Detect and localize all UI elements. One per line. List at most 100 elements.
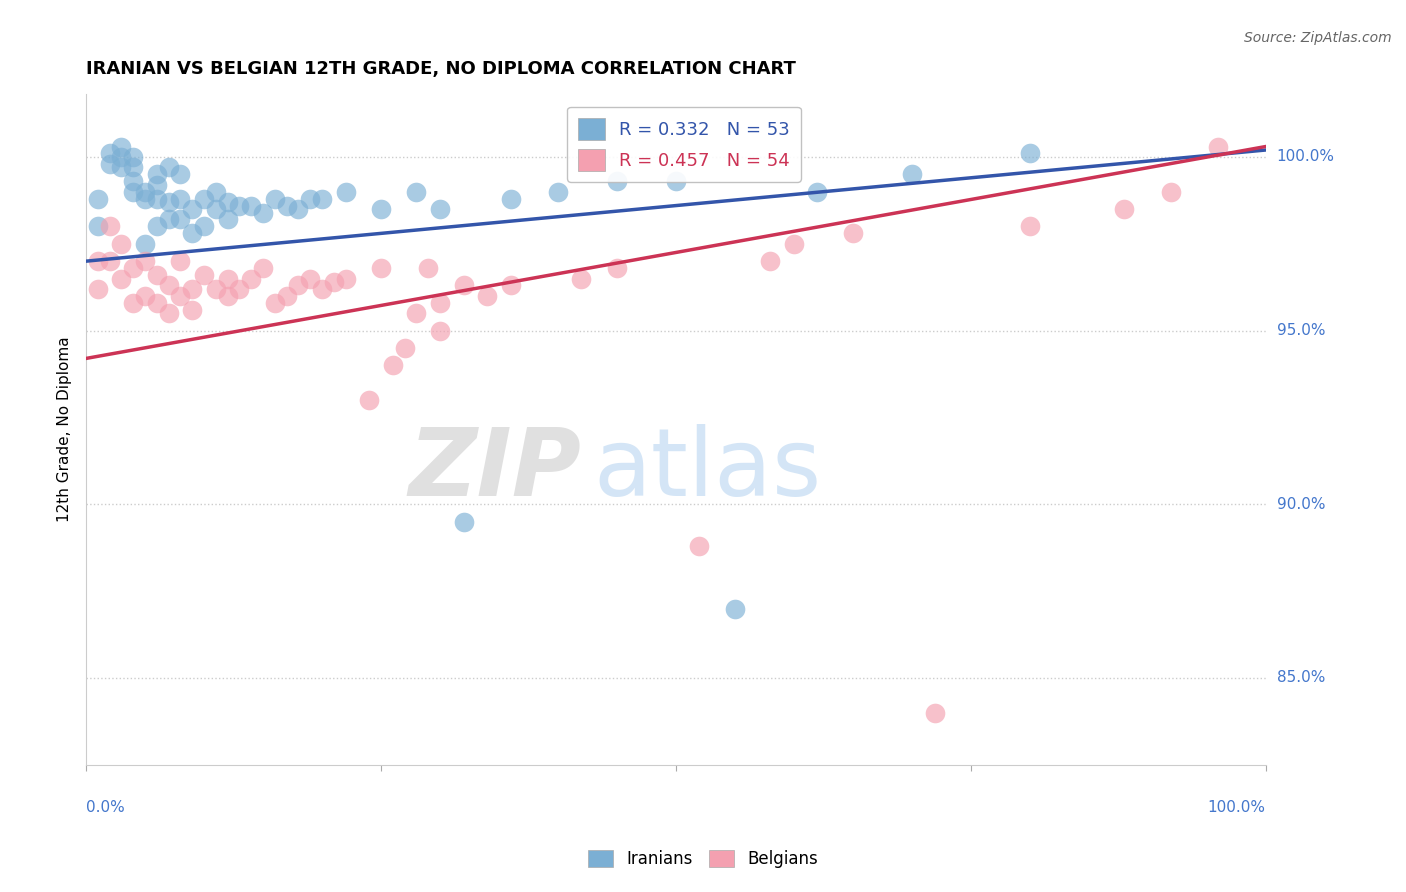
- Point: [1160, 185, 1182, 199]
- Point: [157, 306, 180, 320]
- Point: [1208, 139, 1230, 153]
- Point: [240, 198, 263, 212]
- Point: [606, 174, 628, 188]
- Point: [783, 236, 806, 251]
- Point: [370, 202, 392, 216]
- Point: [157, 212, 180, 227]
- Point: [193, 219, 215, 234]
- Point: [98, 254, 121, 268]
- Point: [606, 261, 628, 276]
- Point: [169, 192, 191, 206]
- Point: [217, 195, 239, 210]
- Point: [335, 271, 357, 285]
- Point: [405, 185, 427, 199]
- Point: [252, 205, 274, 219]
- Point: [1114, 202, 1136, 216]
- Point: [146, 192, 169, 206]
- Legend: R = 0.332   N = 53, R = 0.457   N = 54: R = 0.332 N = 53, R = 0.457 N = 54: [567, 107, 801, 182]
- Point: [429, 202, 451, 216]
- Point: [146, 219, 169, 234]
- Point: [169, 289, 191, 303]
- Point: [181, 302, 204, 317]
- Point: [110, 139, 132, 153]
- Point: [87, 254, 110, 268]
- Point: [429, 296, 451, 310]
- Point: [134, 185, 156, 199]
- Point: [181, 202, 204, 216]
- Point: [134, 236, 156, 251]
- Point: [240, 271, 263, 285]
- Point: [110, 150, 132, 164]
- Point: [169, 212, 191, 227]
- Point: [1018, 219, 1040, 234]
- Point: [217, 271, 239, 285]
- Point: [228, 198, 250, 212]
- Point: [370, 261, 392, 276]
- Point: [134, 192, 156, 206]
- Point: [146, 167, 169, 181]
- Point: [394, 341, 416, 355]
- Point: [157, 278, 180, 293]
- Text: 85.0%: 85.0%: [1277, 671, 1324, 685]
- Point: [87, 282, 110, 296]
- Point: [475, 289, 498, 303]
- Point: [263, 296, 285, 310]
- Point: [276, 198, 298, 212]
- Legend: Iranians, Belgians: Iranians, Belgians: [581, 843, 825, 875]
- Point: [547, 185, 569, 199]
- Point: [499, 278, 522, 293]
- Point: [571, 271, 593, 285]
- Point: [287, 278, 309, 293]
- Point: [205, 282, 228, 296]
- Point: [205, 202, 228, 216]
- Point: [665, 174, 688, 188]
- Point: [146, 178, 169, 192]
- Text: 100.0%: 100.0%: [1277, 150, 1334, 164]
- Point: [724, 601, 747, 615]
- Point: [157, 195, 180, 210]
- Point: [453, 278, 475, 293]
- Point: [122, 261, 145, 276]
- Point: [122, 150, 145, 164]
- Point: [311, 192, 333, 206]
- Point: [122, 161, 145, 175]
- Point: [98, 219, 121, 234]
- Point: [335, 185, 357, 199]
- Point: [924, 706, 946, 720]
- Point: [122, 296, 145, 310]
- Point: [1018, 146, 1040, 161]
- Point: [110, 271, 132, 285]
- Point: [263, 192, 285, 206]
- Point: [252, 261, 274, 276]
- Point: [193, 192, 215, 206]
- Point: [228, 282, 250, 296]
- Point: [110, 161, 132, 175]
- Point: [134, 254, 156, 268]
- Point: [688, 539, 710, 553]
- Text: 0.0%: 0.0%: [86, 799, 125, 814]
- Text: Source: ZipAtlas.com: Source: ZipAtlas.com: [1244, 31, 1392, 45]
- Point: [381, 359, 404, 373]
- Point: [87, 219, 110, 234]
- Point: [181, 227, 204, 241]
- Point: [759, 254, 782, 268]
- Point: [98, 146, 121, 161]
- Point: [499, 192, 522, 206]
- Point: [146, 296, 169, 310]
- Point: [134, 289, 156, 303]
- Point: [146, 268, 169, 282]
- Y-axis label: 12th Grade, No Diploma: 12th Grade, No Diploma: [58, 337, 72, 523]
- Point: [418, 261, 440, 276]
- Point: [122, 174, 145, 188]
- Point: [87, 192, 110, 206]
- Point: [900, 167, 922, 181]
- Point: [806, 185, 828, 199]
- Text: ZIP: ZIP: [409, 424, 582, 516]
- Point: [453, 515, 475, 529]
- Point: [122, 185, 145, 199]
- Point: [429, 324, 451, 338]
- Text: 100.0%: 100.0%: [1208, 799, 1265, 814]
- Point: [217, 289, 239, 303]
- Point: [299, 271, 322, 285]
- Point: [157, 161, 180, 175]
